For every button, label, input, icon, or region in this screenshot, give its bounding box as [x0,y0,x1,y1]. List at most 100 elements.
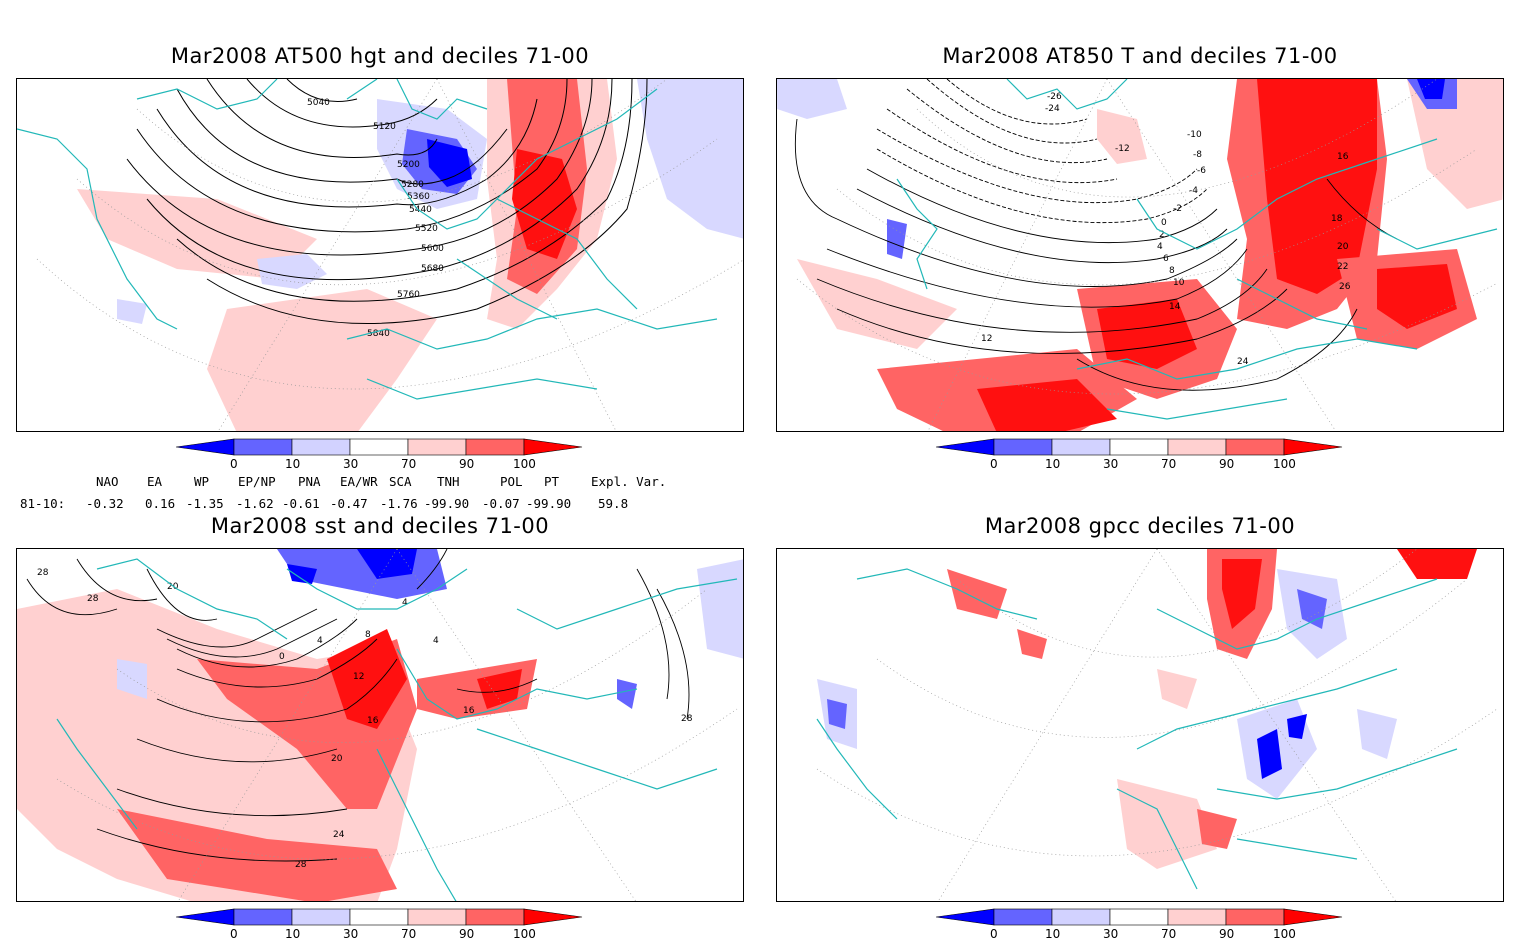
index-value-explvar: 59.8 [598,496,629,511]
contour-label: 5520 [415,224,438,234]
contour-label: 8 [1169,266,1175,276]
colorbar-4: 0 10 30 70 90 100 [936,906,1356,940]
contour-label: 16 [1337,152,1349,162]
colorbar-tick: 10 [1045,927,1060,940]
contour-label: 20 [331,754,343,764]
panel-4-title: Mar2008 gpcc deciles 71-00 [984,514,1296,538]
contour-label: -12 [1115,144,1130,154]
index-name-ea: EA [147,474,163,489]
contour-label: 5280 [401,180,424,190]
index-value-wp: -1.35 [186,496,224,511]
index-name-pol: POL [500,474,523,489]
index-value-pt: -99.90 [526,496,572,511]
contour-label: 28 [295,860,307,870]
contour-label: 18 [1331,214,1343,224]
contour-label: 26 [1339,282,1351,292]
index-name-epnp: EP/NP [238,474,276,489]
index-name-eawr: EA/WR [340,474,378,489]
contour-label: 5360 [407,192,430,202]
colorbar-tick: 30 [1103,457,1118,470]
contour-label: -26 [1047,92,1062,102]
contour-label: 24 [333,830,345,840]
colorbar-tick: 100 [1273,457,1296,470]
colorbar-tick: 30 [1103,927,1118,940]
index-value-sca: -1.76 [380,496,418,511]
index-value-pol: -0.07 [482,496,520,511]
contour-label: 12 [981,334,992,344]
contour-label: 4 [317,636,323,646]
colorbar-tick: 90 [1219,457,1234,470]
index-name-tnh: TNH [437,474,460,489]
colorbar-tick: 100 [513,457,536,470]
colorbar-tick: 0 [230,457,238,470]
contour-label: 16 [463,706,475,716]
index-value-tnh: -99.90 [424,496,470,511]
index-name-wp: WP [194,474,210,489]
colorbar-tick: 0 [990,927,998,940]
colorbar-tick: 10 [285,457,300,470]
colorbar-3: 0 10 30 70 90 100 [176,906,596,940]
index-name-pt: PT [544,474,560,489]
colorbar-tick: 70 [1161,457,1176,470]
contour-label: -6 [1197,166,1206,176]
index-value-eawr: -0.47 [330,496,368,511]
contour-label: -2 [1173,204,1182,214]
contour-label: 16 [367,716,379,726]
colorbar-tick: 90 [459,927,474,940]
contour-label: 20 [167,582,179,592]
colorbar-2: 0 10 30 70 90 100 [936,436,1356,470]
contour-label: 4 [1157,242,1163,252]
contour-label: 5200 [397,160,420,170]
index-table: NAO EA WP EP/NP PNA EA/WR SCA TNH POL PT… [0,474,760,514]
colorbar-tick: 30 [343,927,358,940]
index-value-ea: 0.16 [145,496,176,511]
contour-label: 12 [353,672,364,682]
contour-label: 5440 [409,205,432,215]
index-value-nao: -0.32 [86,496,124,511]
contour-label: -8 [1193,150,1202,160]
contour-label: 28 [37,568,49,578]
contour-label: 24 [1237,357,1249,367]
colorbar-tick: 70 [401,457,416,470]
contour-label: -10 [1187,130,1202,140]
contour-label: 5840 [367,329,390,339]
contour-label: -24 [1045,104,1060,114]
contour-label: 0 [279,652,285,662]
contour-label: 5120 [373,122,396,132]
colorbar-tick: 90 [459,457,474,470]
contour-label: 5680 [421,264,444,274]
index-name-pna: PNA [298,474,321,489]
colorbar-tick: 0 [230,927,238,940]
contour-label: 4 [402,598,408,608]
contour-label: 4 [433,636,439,646]
colorbar-tick: 90 [1219,927,1234,940]
colorbar-tick: 70 [1161,927,1176,940]
colorbar-1: 0 10 30 70 90 100 [176,436,596,470]
panel-1-title: Mar2008 AT500 hgt and deciles 71-00 [170,44,590,68]
contour-label: 5760 [397,290,420,300]
contour-label: 8 [365,630,371,640]
map-panel-sst: 28 28 20 0 4 8 4 4 12 16 16 20 24 28 28 [16,548,744,902]
contour-label: 28 [681,714,693,724]
colorbar-tick: 0 [990,457,998,470]
colorbar-tick: 10 [1045,457,1060,470]
index-value-pna: -0.61 [282,496,320,511]
index-period: 81-10: [20,496,66,511]
index-name-nao: NAO [96,474,119,489]
colorbar-tick: 100 [1273,927,1296,940]
index-name-sca: SCA [389,474,412,489]
contour-label: 0 [1161,218,1167,228]
contour-label: 22 [1337,262,1348,272]
contour-label: 2 [1159,230,1165,240]
map-panel-gpcc [776,548,1504,902]
panel-2-title: Mar2008 AT850 T and deciles 71-00 [942,44,1338,68]
colorbar-tick: 30 [343,457,358,470]
contour-label: 5040 [307,98,330,108]
colorbar-tick: 100 [513,927,536,940]
colorbar-tick: 10 [285,927,300,940]
contour-label: 20 [1337,242,1349,252]
contour-label: 6 [1163,254,1169,264]
map-panel-at500: 5040 5120 5200 5280 5360 5440 5520 5600 … [16,78,744,432]
contour-label: 10 [1173,278,1185,288]
contour-label: 5600 [421,244,444,254]
